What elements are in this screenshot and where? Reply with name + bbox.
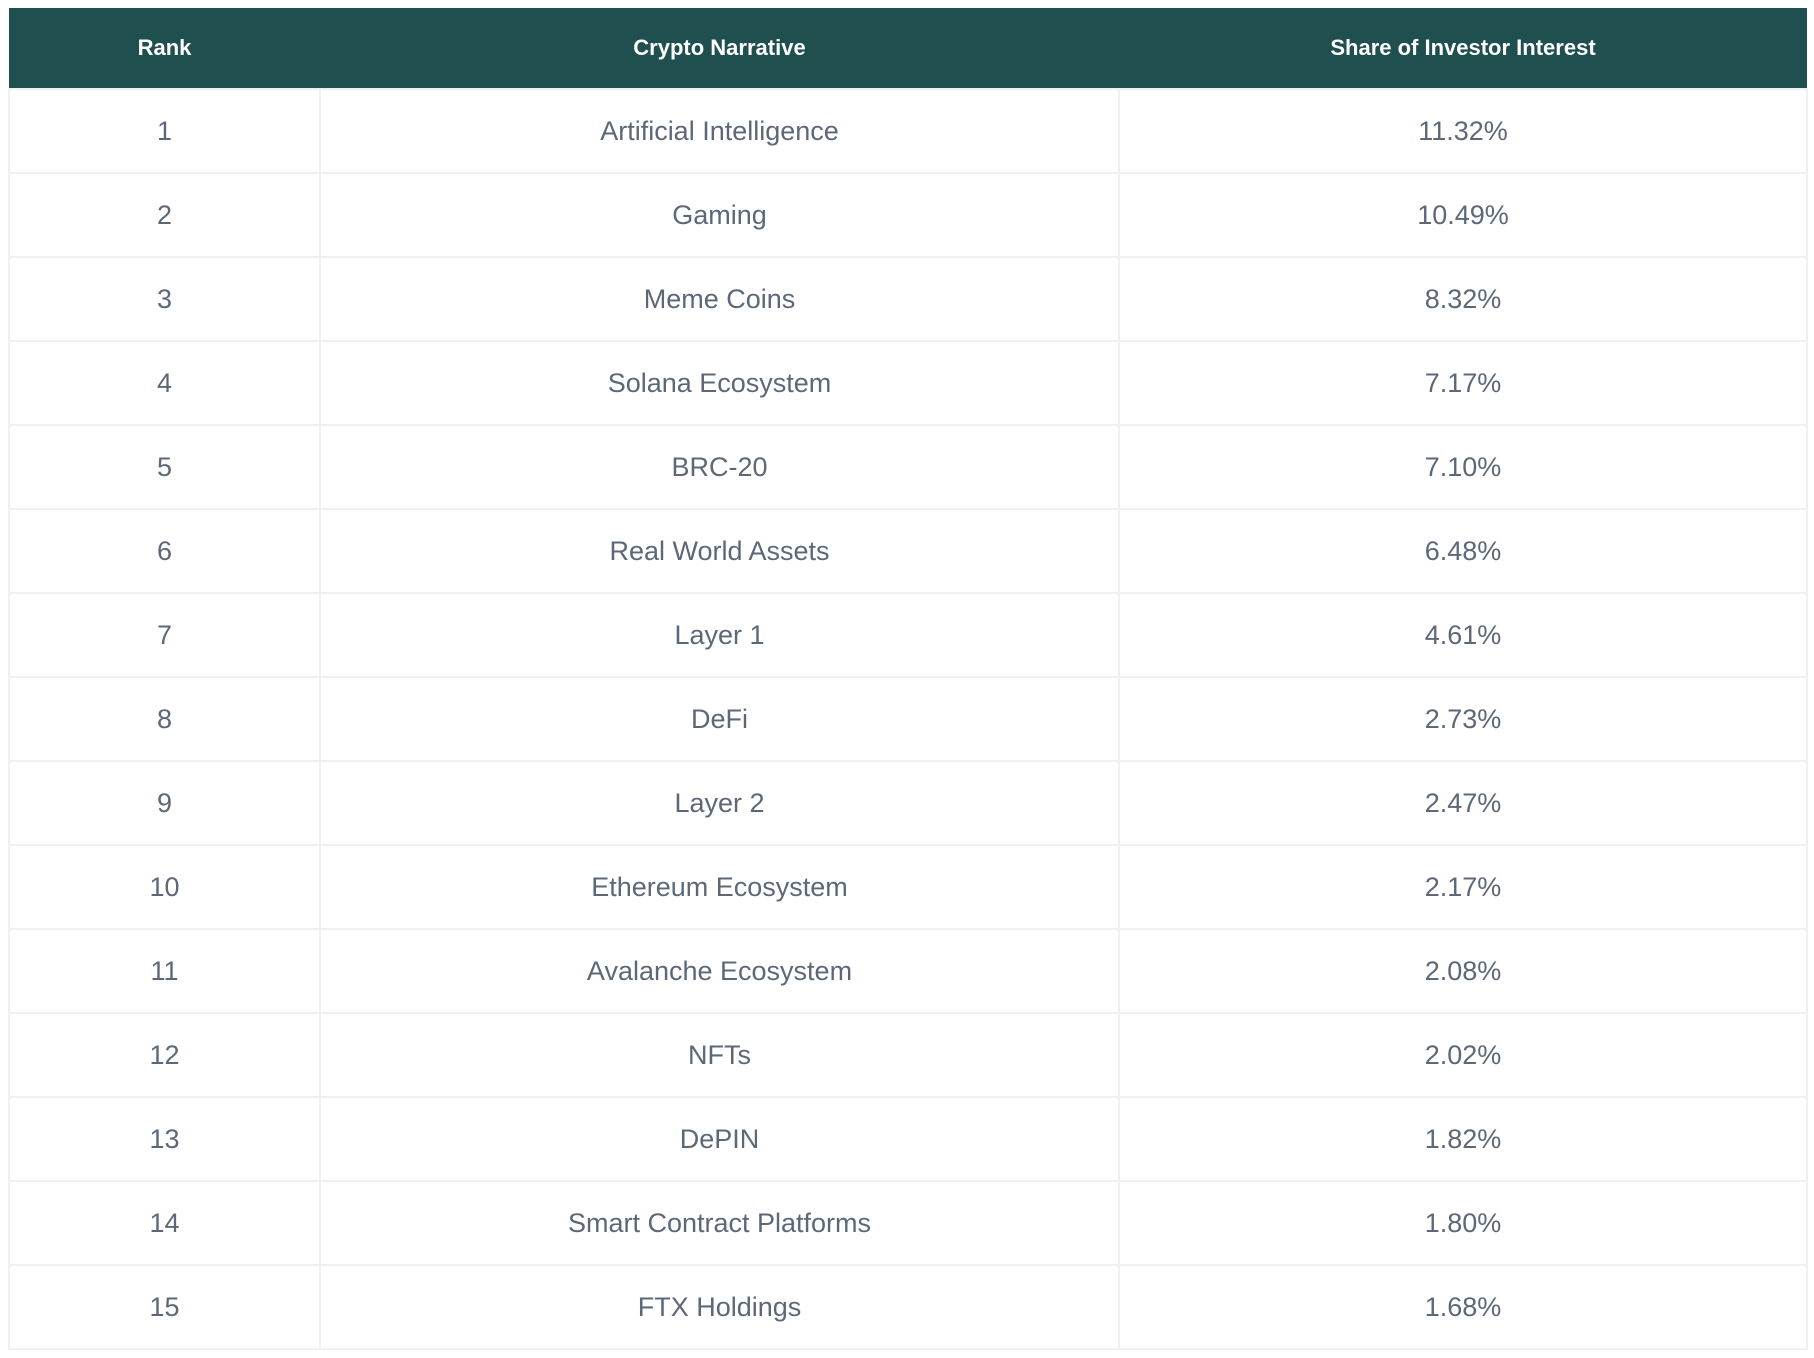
table-row: 11 Avalanche Ecosystem 2.08% bbox=[8, 928, 1808, 1014]
table-row: 2 Gaming 10.49% bbox=[8, 172, 1808, 258]
rank-cell: 13 bbox=[8, 1096, 321, 1182]
table-row: 8 DeFi 2.73% bbox=[8, 676, 1808, 762]
rank-cell: 9 bbox=[8, 760, 321, 846]
narrative-cell: FTX Holdings bbox=[319, 1264, 1120, 1350]
header-row: Rank Crypto Narrative Share of Investor … bbox=[9, 8, 1807, 89]
rank-cell: 4 bbox=[8, 340, 321, 426]
narrative-cell: Solana Ecosystem bbox=[319, 340, 1120, 426]
table-row: 1 Artificial Intelligence 11.32% bbox=[8, 88, 1808, 174]
table-body: 1 Artificial Intelligence 11.32% 2 Gamin… bbox=[8, 88, 1808, 1350]
rank-cell: 2 bbox=[8, 172, 321, 258]
narrative-cell: BRC-20 bbox=[319, 424, 1120, 510]
rank-cell: 11 bbox=[8, 928, 321, 1014]
crypto-narratives-table: Rank Crypto Narrative Share of Investor … bbox=[8, 8, 1808, 1350]
narrative-cell: Gaming bbox=[319, 172, 1120, 258]
table-row: 14 Smart Contract Platforms 1.80% bbox=[8, 1180, 1808, 1266]
narrative-cell: DeFi bbox=[319, 676, 1120, 762]
share-cell: 10.49% bbox=[1118, 172, 1808, 258]
rank-cell: 15 bbox=[8, 1264, 321, 1350]
table-row: 9 Layer 2 2.47% bbox=[8, 760, 1808, 846]
share-cell: 11.32% bbox=[1118, 88, 1808, 174]
rank-cell: 1 bbox=[8, 88, 321, 174]
share-cell: 7.17% bbox=[1118, 340, 1808, 426]
narrative-cell: NFTs bbox=[319, 1012, 1120, 1098]
narrative-cell: Meme Coins bbox=[319, 256, 1120, 342]
table-row: 10 Ethereum Ecosystem 2.17% bbox=[8, 844, 1808, 930]
share-cell: 4.61% bbox=[1118, 592, 1808, 678]
share-cell: 2.02% bbox=[1118, 1012, 1808, 1098]
rank-cell: 12 bbox=[8, 1012, 321, 1098]
rank-cell: 14 bbox=[8, 1180, 321, 1266]
rank-cell: 8 bbox=[8, 676, 321, 762]
table-row: 5 BRC-20 7.10% bbox=[8, 424, 1808, 510]
share-cell: 7.10% bbox=[1118, 424, 1808, 510]
table-row: 15 FTX Holdings 1.68% bbox=[8, 1264, 1808, 1350]
table-row: 3 Meme Coins 8.32% bbox=[8, 256, 1808, 342]
narrative-cell: Layer 2 bbox=[319, 760, 1120, 846]
narrative-cell: Ethereum Ecosystem bbox=[319, 844, 1120, 930]
narrative-cell: Layer 1 bbox=[319, 592, 1120, 678]
rank-cell: 6 bbox=[8, 508, 321, 594]
share-cell: 2.08% bbox=[1118, 928, 1808, 1014]
table-row: 6 Real World Assets 6.48% bbox=[8, 508, 1808, 594]
share-cell: 1.80% bbox=[1118, 1180, 1808, 1266]
table-row: 4 Solana Ecosystem 7.17% bbox=[8, 340, 1808, 426]
column-header-crypto-narrative: Crypto Narrative bbox=[320, 8, 1119, 89]
column-header-rank: Rank bbox=[9, 8, 320, 89]
rank-cell: 7 bbox=[8, 592, 321, 678]
rank-cell: 3 bbox=[8, 256, 321, 342]
rank-cell: 10 bbox=[8, 844, 321, 930]
narrative-cell: Artificial Intelligence bbox=[319, 88, 1120, 174]
table-row: 13 DePIN 1.82% bbox=[8, 1096, 1808, 1182]
narrative-cell: Real World Assets bbox=[319, 508, 1120, 594]
table-row: 12 NFTs 2.02% bbox=[8, 1012, 1808, 1098]
column-header-share-of-investor-interest: Share of Investor Interest bbox=[1119, 8, 1807, 89]
share-cell: 1.68% bbox=[1118, 1264, 1808, 1350]
rank-cell: 5 bbox=[8, 424, 321, 510]
share-cell: 6.48% bbox=[1118, 508, 1808, 594]
table-row: 7 Layer 1 4.61% bbox=[8, 592, 1808, 678]
share-cell: 2.47% bbox=[1118, 760, 1808, 846]
share-cell: 1.82% bbox=[1118, 1096, 1808, 1182]
narrative-cell: Smart Contract Platforms bbox=[319, 1180, 1120, 1266]
narrative-cell: Avalanche Ecosystem bbox=[319, 928, 1120, 1014]
share-cell: 8.32% bbox=[1118, 256, 1808, 342]
share-cell: 2.73% bbox=[1118, 676, 1808, 762]
narrative-cell: DePIN bbox=[319, 1096, 1120, 1182]
table-header: Rank Crypto Narrative Share of Investor … bbox=[9, 8, 1807, 89]
share-cell: 2.17% bbox=[1118, 844, 1808, 930]
